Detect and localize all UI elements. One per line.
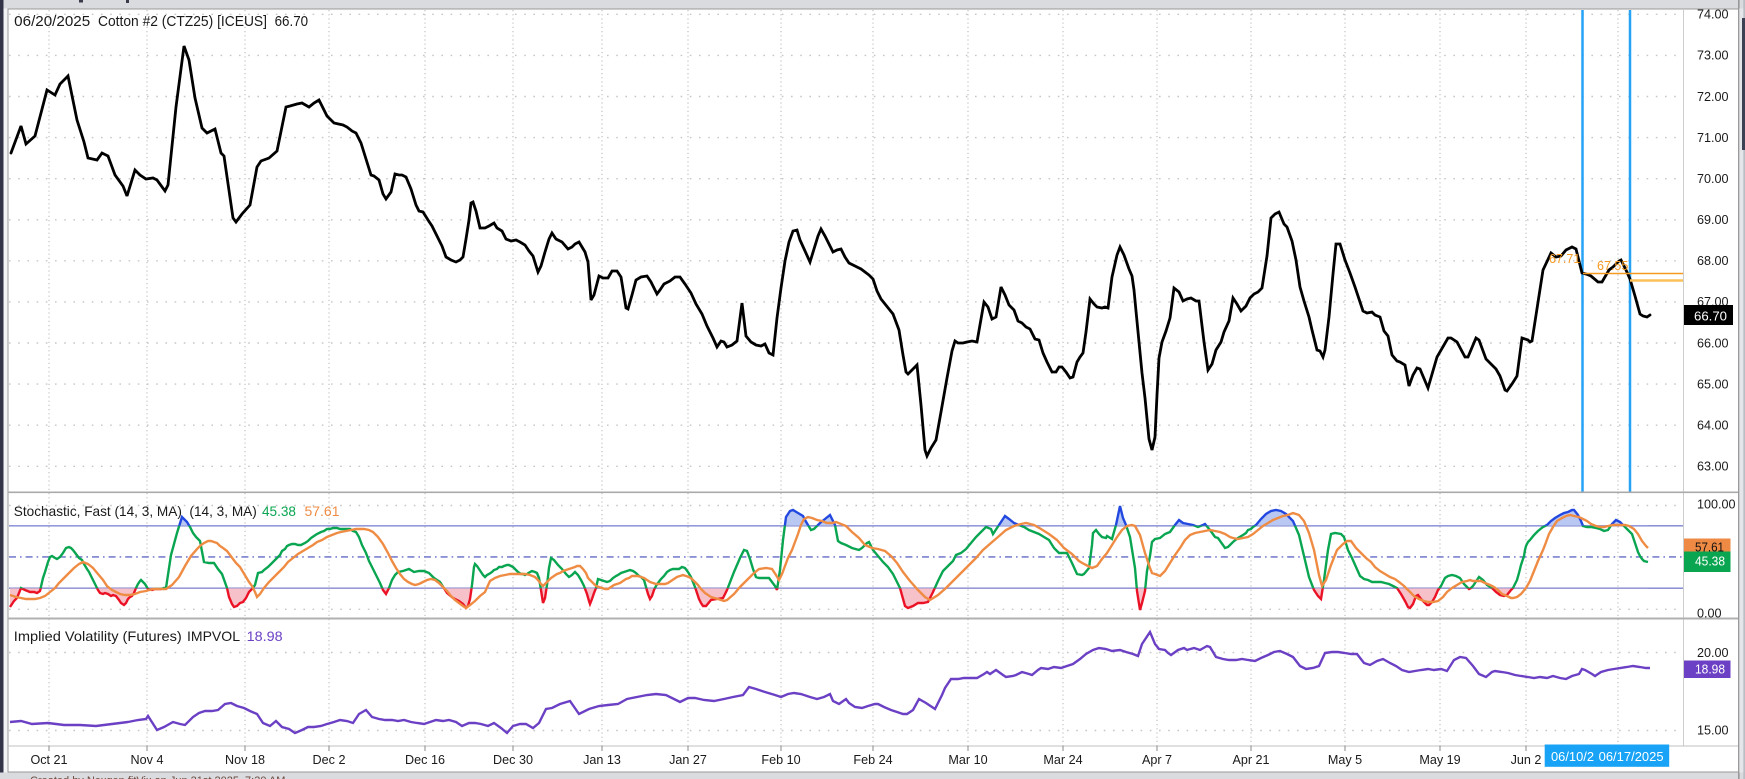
svg-text:67.55: 67.55 bbox=[1597, 259, 1628, 273]
svg-text:45.38: 45.38 bbox=[262, 504, 296, 519]
svg-text:57.61: 57.61 bbox=[1695, 539, 1724, 554]
svg-text:Dec 16: Dec 16 bbox=[405, 753, 445, 767]
svg-text:18.98: 18.98 bbox=[1695, 662, 1725, 677]
svg-text:57.61: 57.61 bbox=[305, 504, 340, 519]
svg-text:06/20/2025: 06/20/2025 bbox=[14, 14, 90, 30]
svg-text:100.00: 100.00 bbox=[1697, 498, 1736, 512]
svg-text:66.00: 66.00 bbox=[1697, 336, 1729, 350]
svg-text:Mar 10: Mar 10 bbox=[948, 753, 987, 767]
svg-text:Dec 30: Dec 30 bbox=[493, 753, 533, 767]
svg-text:06/10/2: 06/10/2 bbox=[1551, 749, 1594, 764]
svg-text:65.00: 65.00 bbox=[1697, 377, 1729, 391]
svg-text:70.00: 70.00 bbox=[1697, 172, 1729, 186]
svg-text:68.00: 68.00 bbox=[1697, 254, 1729, 268]
svg-text:15.00: 15.00 bbox=[1697, 724, 1729, 738]
svg-text:Implied Volatility (Futures): Implied Volatility (Futures) bbox=[14, 629, 182, 644]
svg-text:Created by Nexgen fitVix on Ju: Created by Nexgen fitVix on Jun 21st 202… bbox=[30, 775, 285, 779]
svg-text:69.00: 69.00 bbox=[1697, 213, 1729, 227]
svg-text:IMPVOL: IMPVOL bbox=[187, 629, 240, 644]
svg-text:May 5: May 5 bbox=[1328, 753, 1362, 767]
svg-text:Dec 2: Dec 2 bbox=[313, 753, 346, 767]
svg-text:Mar 24: Mar 24 bbox=[1043, 753, 1082, 767]
svg-text:64.00: 64.00 bbox=[1697, 419, 1729, 433]
svg-text:Oct 21: Oct 21 bbox=[30, 753, 67, 767]
svg-text:Jan 27: Jan 27 bbox=[669, 753, 707, 767]
svg-text:66.70: 66.70 bbox=[1694, 309, 1727, 324]
svg-text:Nov 4: Nov 4 bbox=[131, 753, 164, 767]
svg-text:06/17/2025: 06/17/2025 bbox=[1599, 749, 1664, 764]
svg-text:74.00: 74.00 bbox=[1697, 8, 1729, 22]
svg-text:71.00: 71.00 bbox=[1697, 131, 1729, 145]
svg-text:67.71: 67.71 bbox=[1549, 252, 1580, 266]
svg-text:Nov 18: Nov 18 bbox=[225, 753, 265, 767]
svg-text:Feb 10: Feb 10 bbox=[761, 753, 800, 767]
svg-text:Feb 24: Feb 24 bbox=[853, 753, 892, 767]
svg-text:66.70: 66.70 bbox=[275, 14, 309, 30]
svg-text:73.00: 73.00 bbox=[1697, 49, 1729, 63]
svg-text:Cotton #2 (CTZ25) [ICEUS]: Cotton #2 (CTZ25) [ICEUS] bbox=[98, 14, 267, 30]
svg-text:20.00: 20.00 bbox=[1697, 646, 1729, 660]
svg-text:63.00: 63.00 bbox=[1697, 460, 1729, 474]
svg-text:Apr 7: Apr 7 bbox=[1142, 753, 1172, 767]
svg-text:Apr 21: Apr 21 bbox=[1232, 753, 1269, 767]
svg-text:Jun 2: Jun 2 bbox=[1511, 753, 1542, 767]
svg-text:45.38: 45.38 bbox=[1695, 554, 1725, 569]
svg-text:18.98: 18.98 bbox=[247, 629, 283, 644]
svg-text:0.00: 0.00 bbox=[1697, 607, 1722, 621]
svg-text:May 19: May 19 bbox=[1419, 753, 1460, 767]
svg-text:72.00: 72.00 bbox=[1697, 90, 1729, 104]
svg-text:Stochastic, Fast (14, 3, MA): Stochastic, Fast (14, 3, MA) (14, 3, MA) bbox=[14, 504, 257, 519]
svg-text:Jan 13: Jan 13 bbox=[583, 753, 621, 767]
